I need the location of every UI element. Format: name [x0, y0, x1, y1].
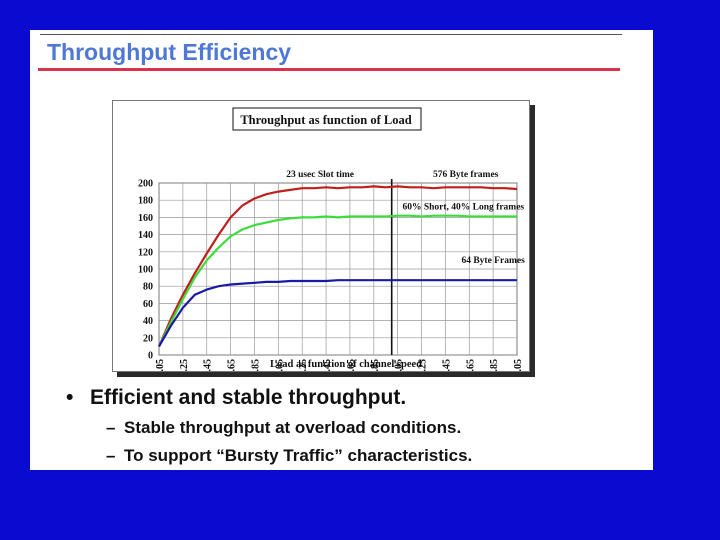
x-tick-label: 2.65 — [465, 359, 476, 371]
chart-title-box — [232, 107, 422, 131]
x-tick-label: 1.45 — [322, 359, 333, 371]
x-tick-label: 1.05 — [274, 359, 285, 371]
slide: Throughput Efficiency 0 20 40 60 80 100 120 140… — [30, 30, 653, 470]
x-tick-label: 1.25 — [298, 359, 309, 371]
series-line — [158, 214, 517, 347]
throughput-chart: 0 20 40 60 80 100 120 140 160 180 200 0.05 0.25 0.45 0… — [138, 107, 525, 371]
sub-bullet-marker: – — [106, 446, 116, 465]
bullet-marker: • — [66, 386, 74, 409]
title-underline — [38, 68, 620, 71]
chart-annotation: 60% Short, 40% Long frames — [402, 203, 524, 213]
bullet-item: • Efficient and stable throughput. — [66, 386, 406, 410]
slide-title: Throughput Efficiency — [47, 39, 292, 65]
sub-bullet-text: To support “Bursty Traffic” characterist… — [124, 446, 473, 465]
chart-title: Throughput as function of Load — [240, 113, 411, 127]
chart-annotation: 23 usec Slot time — [286, 170, 354, 180]
x-tick-label: 2.45 — [441, 359, 452, 371]
chart-frame: 0 20 40 60 80 100 120 140 160 180 200 0.05 0.25 0.45 0… — [112, 100, 530, 372]
y-tick-label: 160 — [138, 213, 153, 224]
series-line — [158, 279, 517, 347]
x-axis-label: Load as function of channel speed — [270, 359, 422, 370]
sub-bullet-marker: – — [106, 418, 116, 437]
x-tick-label: 2.05 — [394, 359, 405, 371]
x-tick-label: 0.05 — [155, 359, 166, 371]
sub-bullet-item: – To support “Bursty Traffic” characteris… — [106, 446, 472, 466]
y-tick-label: 200 — [138, 179, 153, 190]
x-tick-label: 1.85 — [370, 359, 381, 371]
x-tick-label: 3.05 — [513, 359, 524, 371]
y-tick-label: 180 — [138, 196, 153, 207]
x-tick-label: 0.45 — [203, 359, 214, 371]
x-tick-label: 2.25 — [418, 359, 429, 371]
y-tick-label: 80 — [143, 282, 153, 293]
x-tick-label: 0.85 — [250, 359, 261, 371]
y-tick-label: 40 — [143, 316, 153, 327]
y-tick-label: 140 — [138, 230, 153, 241]
chart-annotation: 576 Byte frames — [433, 170, 499, 180]
sub-bullet-item: – Stable throughput at overload condition… — [106, 418, 461, 438]
x-tick-label: 2.85 — [489, 359, 500, 371]
y-tick-label: 100 — [138, 265, 153, 276]
sub-bullet-text: Stable throughput at overload conditions… — [124, 418, 462, 437]
bullet-text: Efficient and stable throughput. — [90, 386, 407, 409]
series-line — [157, 185, 518, 347]
x-tick-label: 0.25 — [179, 359, 190, 371]
y-tick-label: 60 — [143, 299, 153, 310]
y-tick-label: 20 — [143, 333, 153, 344]
y-tick-label: 0 — [148, 351, 153, 362]
chart-annotation: 64 Byte Frames — [461, 256, 525, 266]
top-rule — [40, 34, 622, 35]
x-tick-label: 0.65 — [227, 359, 238, 371]
x-tick-label: 1.65 — [346, 359, 357, 371]
y-tick-label: 120 — [138, 247, 153, 258]
